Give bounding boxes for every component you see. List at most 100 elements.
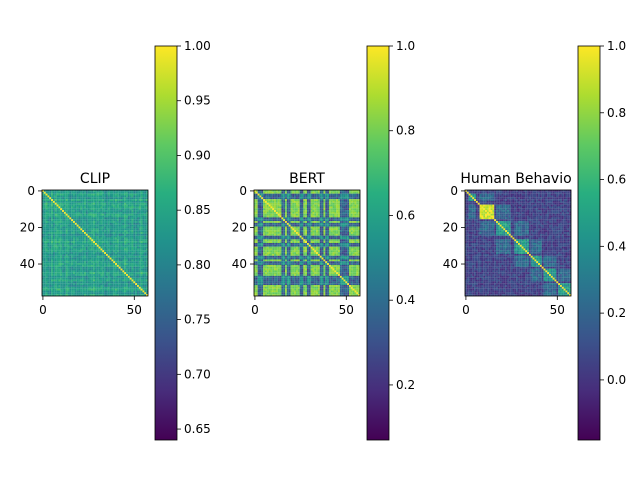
heatmap-cell bbox=[127, 288, 130, 291]
heatmap-cell bbox=[63, 252, 66, 255]
heatmap-cell bbox=[294, 197, 297, 200]
heatmap-cell bbox=[54, 200, 57, 203]
heatmap-cell bbox=[104, 206, 107, 209]
heatmap-cell bbox=[334, 191, 337, 194]
heatmap-cell bbox=[105, 270, 108, 273]
heatmap-cell bbox=[116, 243, 119, 245]
heatmap-cell bbox=[80, 221, 83, 223]
heatmap-cell bbox=[63, 200, 66, 203]
heatmap-cell bbox=[343, 224, 346, 227]
heatmap-cell bbox=[354, 213, 357, 216]
heatmap-cell bbox=[259, 204, 262, 207]
heatmap-cell bbox=[96, 283, 99, 286]
heatmap-cell bbox=[314, 211, 317, 214]
heatmap-cell bbox=[327, 237, 329, 240]
heatmap-cell bbox=[118, 230, 121, 233]
heatmap-cell bbox=[113, 277, 116, 280]
heatmap-cell bbox=[56, 211, 59, 214]
heatmap-cell bbox=[63, 270, 66, 273]
heatmap-cell bbox=[352, 213, 355, 216]
heatmap-cell bbox=[43, 195, 46, 198]
heatmap-cell bbox=[82, 230, 85, 233]
heatmap-cell bbox=[277, 195, 280, 198]
heatmap-cell bbox=[100, 275, 103, 278]
heatmap-cell bbox=[133, 195, 136, 198]
heatmap-cell bbox=[138, 285, 141, 287]
heatmap-cell bbox=[54, 248, 57, 251]
heatmap-cell bbox=[146, 281, 149, 284]
heatmap-cell bbox=[122, 232, 125, 234]
heatmap-cell bbox=[56, 208, 59, 211]
heatmap-cell bbox=[58, 237, 61, 240]
heatmap-cell bbox=[301, 230, 304, 233]
heatmap-cell bbox=[56, 190, 59, 192]
heatmap-cell bbox=[76, 197, 79, 200]
heatmap-cell bbox=[325, 208, 328, 211]
heatmap-cell bbox=[69, 263, 72, 265]
heatmap-cell bbox=[124, 248, 127, 251]
heatmap-cell bbox=[350, 211, 353, 214]
heatmap-cell bbox=[135, 290, 138, 293]
heatmap-cell bbox=[138, 237, 141, 240]
heatmap-cell bbox=[268, 232, 271, 234]
heatmap-cell bbox=[294, 202, 297, 205]
heatmap-cell bbox=[285, 195, 287, 198]
heatmap-cell bbox=[43, 272, 46, 275]
heatmap-cell bbox=[120, 266, 123, 269]
heatmap-cell bbox=[308, 226, 311, 229]
heatmap-cell bbox=[98, 230, 101, 233]
heatmap-cell bbox=[345, 232, 348, 234]
heatmap-cell bbox=[63, 290, 66, 293]
heatmap-cell bbox=[261, 208, 264, 211]
heatmap-cell bbox=[275, 210, 278, 212]
heatmap-cell bbox=[51, 286, 54, 289]
heatmap-cell bbox=[60, 190, 63, 192]
heatmap-cell bbox=[100, 217, 103, 220]
heatmap-cell bbox=[290, 215, 293, 218]
heatmap-cell bbox=[275, 195, 278, 198]
heatmap-cell bbox=[135, 200, 138, 203]
heatmap-cell bbox=[52, 261, 55, 264]
heatmap-cell bbox=[120, 190, 123, 192]
heatmap-cell bbox=[122, 206, 125, 209]
colorbar-tick-label: 1.00 bbox=[184, 39, 211, 53]
heatmap-cell bbox=[56, 259, 59, 262]
heatmap-cell bbox=[137, 241, 139, 244]
heatmap-cell bbox=[109, 213, 112, 216]
heatmap-cell bbox=[107, 244, 110, 247]
heatmap-cell bbox=[339, 195, 342, 198]
heatmap-cell bbox=[96, 248, 99, 251]
heatmap-cell bbox=[286, 206, 289, 209]
heatmap-cell bbox=[84, 232, 86, 234]
heatmap-cell bbox=[69, 252, 72, 255]
heatmap-cell bbox=[93, 222, 96, 225]
heatmap-cell bbox=[73, 274, 75, 276]
heatmap-cell bbox=[45, 270, 48, 273]
heatmap-cell bbox=[116, 190, 119, 192]
heatmap-cell bbox=[356, 208, 359, 211]
heatmap-cell bbox=[301, 199, 304, 202]
heatmap-cell bbox=[58, 217, 61, 220]
heatmap-cell bbox=[58, 253, 61, 256]
heatmap-cell bbox=[327, 232, 329, 234]
heatmap-cell bbox=[56, 197, 59, 200]
heatmap-cell bbox=[107, 274, 110, 276]
heatmap-cell bbox=[146, 257, 149, 260]
heatmap-cell bbox=[327, 195, 329, 198]
heatmap-cell bbox=[338, 206, 340, 209]
heatmap-cell bbox=[67, 261, 70, 264]
heatmap-cell bbox=[105, 202, 108, 205]
heatmap-cell bbox=[78, 244, 81, 247]
heatmap-cell bbox=[316, 204, 319, 207]
heatmap-cell bbox=[131, 226, 134, 229]
heatmap-cell bbox=[339, 219, 342, 222]
heatmap-cell bbox=[45, 235, 48, 238]
heatmap-cell bbox=[96, 255, 99, 258]
heatmap-cell bbox=[279, 204, 282, 207]
heatmap-cell bbox=[129, 281, 132, 284]
heatmap-cell bbox=[73, 241, 75, 244]
heatmap-cell bbox=[336, 233, 339, 236]
heatmap-cell bbox=[51, 190, 54, 192]
heatmap-cell bbox=[345, 200, 348, 203]
heatmap-cell bbox=[63, 279, 66, 282]
